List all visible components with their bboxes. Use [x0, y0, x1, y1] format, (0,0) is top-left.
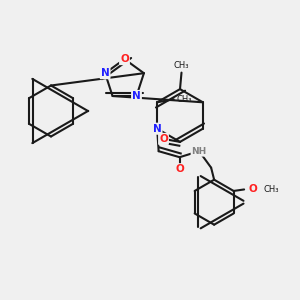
Text: N: N — [132, 91, 141, 101]
Text: CH₃: CH₃ — [177, 95, 192, 104]
Text: CH₃: CH₃ — [174, 61, 189, 70]
Text: NH: NH — [191, 147, 207, 156]
Text: O: O — [159, 134, 168, 144]
Text: N: N — [101, 68, 110, 78]
Text: O: O — [120, 54, 129, 64]
Text: O: O — [249, 184, 257, 194]
Text: CH₃: CH₃ — [264, 185, 279, 194]
Text: O: O — [175, 164, 184, 174]
Text: N: N — [153, 124, 161, 134]
